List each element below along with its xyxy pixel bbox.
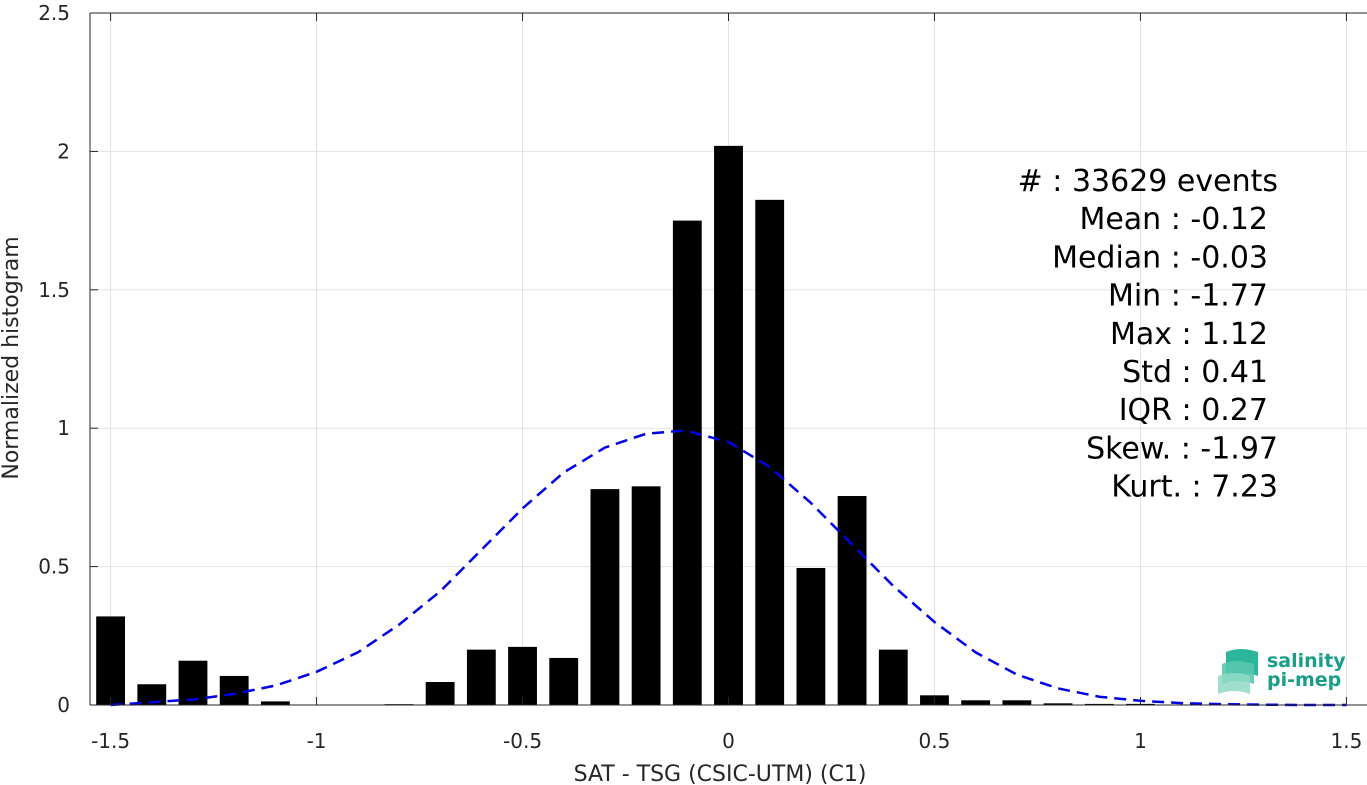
y-tick-label-5: 2.5: [38, 1, 70, 25]
histogram-bar-2: [178, 660, 208, 705]
y-tick-label-3: 1.5: [38, 278, 70, 302]
histogram-bar-15: [714, 145, 743, 705]
x-tick-labels: -1.5 -1 -0.5 0 0.5 1 1.5: [91, 729, 1362, 753]
histogram-bar-0: [96, 616, 126, 705]
x-tick-label-5: 1: [1134, 729, 1147, 753]
salinity-pi-mep-logo: salinity pi-mep: [1218, 649, 1346, 694]
histogram-bar-12: [590, 489, 620, 705]
axes-frame: [89, 12, 1367, 706]
logo-line-1: salinity: [1267, 650, 1346, 672]
histogram-bar-1: [137, 684, 167, 705]
stat-line-5: Std : 0.41: [1122, 355, 1268, 390]
logo-line-2: pi-mep: [1267, 669, 1341, 691]
y-tick-label-0: 0: [57, 693, 70, 717]
y-tick-label-2: 1: [57, 416, 70, 440]
stat-line-3: Min : -1.77: [1108, 279, 1268, 314]
stat-line-8: Kurt. : 7.23: [1111, 470, 1278, 505]
y-tick-label-1: 0.5: [38, 555, 70, 579]
x-tick-label-0: -1.5: [91, 729, 130, 753]
stat-line-0: # : 33629 events: [1018, 164, 1278, 199]
histogram-bar-11: [549, 657, 579, 705]
histogram-bars: [96, 145, 1155, 705]
y-tick-label-4: 2: [57, 139, 70, 163]
histogram-bar-23: [1043, 703, 1073, 705]
histogram-bar-10: [508, 646, 537, 705]
stat-line-6: IQR : 0.27: [1119, 393, 1268, 428]
stat-line-2: Median : -0.03: [1052, 240, 1268, 275]
y-axis-label: Normalized histogram: [0, 236, 24, 479]
histogram-bar-3: [219, 675, 249, 705]
histogram-bar-19: [878, 649, 908, 705]
stat-line-4: Max : 1.12: [1110, 317, 1268, 352]
histogram-bar-8: [425, 682, 455, 705]
histogram-bar-22: [1002, 700, 1032, 705]
histogram-bar-4: [260, 701, 290, 705]
histogram-bar-9: [466, 649, 496, 705]
gaussian-fit-curve: [110, 429, 1347, 707]
logo-waves-icon: [1218, 649, 1258, 694]
histogram-bar-17: [796, 567, 826, 705]
x-tick-label-6: 1.5: [1330, 729, 1362, 753]
histogram-bar-21: [961, 700, 991, 705]
histogram-bar-14: [672, 220, 702, 705]
x-tick-label-4: 0.5: [919, 729, 951, 753]
histogram-bar-13: [631, 486, 661, 705]
x-tick-label-3: 0: [722, 729, 735, 753]
stat-line-1: Mean : -0.12: [1079, 202, 1268, 237]
histogram-bar-18: [837, 496, 867, 705]
stat-line-7: Skew. : -1.97: [1086, 431, 1278, 466]
x-tick-label-2: -0.5: [503, 729, 542, 753]
y-tick-labels: 0 0.5 1 1.5 2 2.5: [38, 1, 70, 717]
histogram-bar-24: [1084, 703, 1114, 705]
x-tick-label-1: -1: [307, 729, 327, 753]
histogram-bar-16: [755, 199, 785, 705]
x-axis-label: SAT - TSG (CSIC-UTM) (C1): [574, 762, 867, 785]
